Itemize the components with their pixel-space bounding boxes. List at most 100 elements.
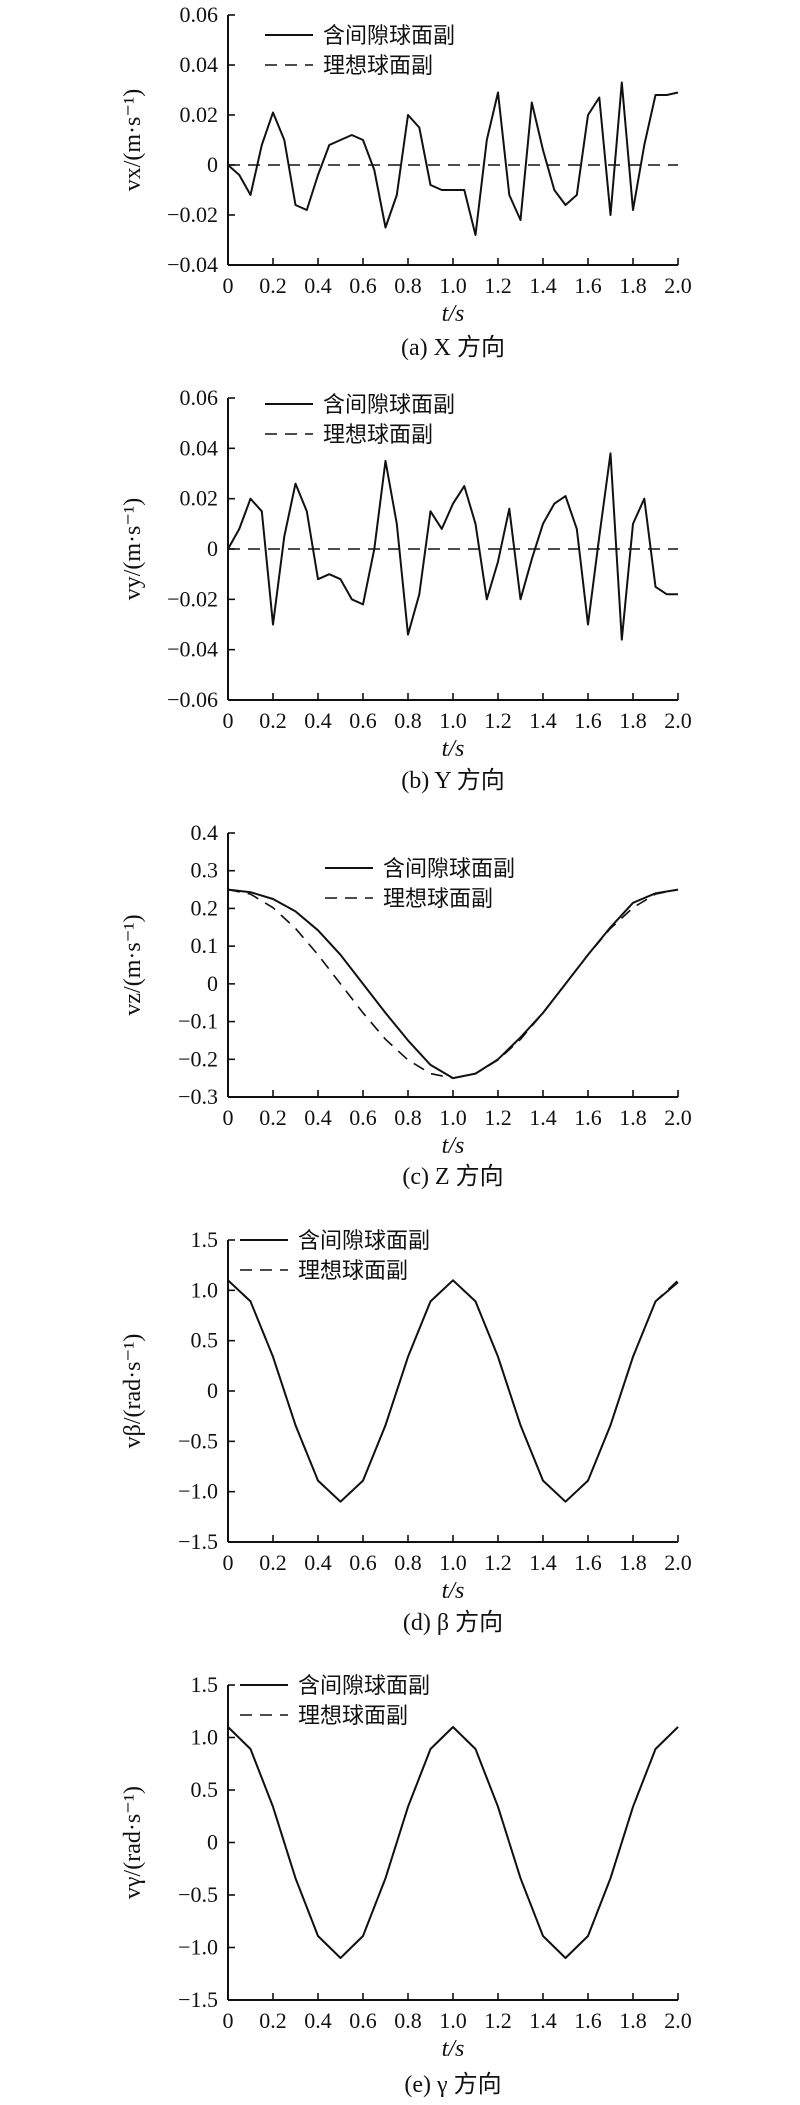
legend-label: 含间隙球面副 (323, 393, 455, 418)
y-tick-label: 0 (207, 1830, 218, 1855)
series-clearance-line (227, 81, 679, 236)
x-tick-label: 2.0 (664, 273, 692, 298)
x-tick-label: 1.4 (529, 2008, 557, 2033)
series-clearance-line (227, 1726, 679, 1959)
x-tick-label: 0.6 (349, 273, 377, 298)
x-tick-label: 1.2 (484, 2008, 512, 2033)
y-tick-label: −0.5 (178, 1882, 218, 1907)
series-ideal-line (227, 888, 679, 1079)
legend-label: 理想球面副 (298, 1259, 408, 1284)
x-tick-label: 0 (223, 1105, 234, 1130)
x-tick-label: 0.8 (394, 708, 422, 733)
x-tick-label: 0.4 (304, 1550, 332, 1575)
y-tick-label: −1.5 (178, 1987, 218, 2012)
x-tick-label: 0.8 (394, 1105, 422, 1130)
y-tick-label: −1.0 (178, 1479, 218, 1504)
x-tick-label: 1.8 (619, 2008, 647, 2033)
x-tick-label: 1.8 (619, 1105, 647, 1130)
panel-caption: (c) Z 方向 (402, 1163, 503, 1190)
y-tick-label: 0.1 (191, 933, 219, 958)
legend-label: 含间隙球面副 (323, 24, 455, 49)
y-tick-label: −1.5 (178, 1529, 218, 1554)
series-clearance-line (227, 452, 678, 641)
legend-label: 理想球面副 (383, 887, 493, 912)
y-tick-label: 0 (207, 152, 218, 177)
x-tick-label: 1.4 (529, 273, 557, 298)
x-tick-label: 1.0 (439, 1550, 467, 1575)
y-tick-label: 0.06 (180, 385, 219, 410)
x-tick-label: 0 (223, 2008, 234, 2033)
y-tick-label: 0 (207, 971, 218, 996)
y-tick-label: 0.04 (180, 435, 219, 460)
x-tick-label: 1.4 (529, 1550, 557, 1575)
y-tick-label: −0.04 (167, 637, 218, 662)
x-tick-label: 1.8 (619, 1550, 647, 1575)
chart-panel-4: −1.5 −1.0 −0.5 0 0.5 1.0 1.5 0 0.2 0.4 0.6 0.8 1.0 1.… (120, 1227, 692, 1636)
x-tick-label: 1.6 (574, 1550, 602, 1575)
x-tick-label: 0.2 (259, 2008, 287, 2033)
y-tick-label: −0.02 (167, 202, 218, 227)
series-clearance-line (227, 1279, 679, 1503)
legend-label: 含间隙球面副 (383, 857, 515, 882)
x-tick-label: 1.0 (439, 1105, 467, 1130)
x-tick-label: 1.2 (484, 1550, 512, 1575)
x-tick-label: 0.8 (394, 273, 422, 298)
x-tick-label: 0 (223, 1550, 234, 1575)
x-axis-title: t/s (442, 1133, 465, 1159)
x-tick-label: 0.6 (349, 1105, 377, 1130)
x-tick-label: 1.4 (529, 1105, 557, 1130)
x-axis-title: t/s (442, 736, 465, 762)
x-tick-label: 0.4 (304, 1105, 332, 1130)
chart-panel-2: −0.06 −0.04 −0.02 0 0.02 0.04 0.06 0 0.2 0.4 0.6 0.… (120, 385, 692, 794)
x-tick-label: 2.0 (664, 1550, 692, 1575)
legend-label: 含间隙球面副 (298, 1674, 430, 1699)
x-tick-label: 2.0 (664, 1105, 692, 1130)
y-axis-title: vy/(m·s⁻¹) (120, 498, 146, 601)
x-tick-label: 1.0 (439, 708, 467, 733)
x-tick-label: 1.8 (619, 273, 647, 298)
series-ideal-line (227, 1279, 679, 1503)
x-tick-label: 0.2 (259, 273, 287, 298)
x-tick-label: 2.0 (664, 708, 692, 733)
x-tick-label: 0 (223, 708, 234, 733)
panel-caption: (b) Y 方向 (401, 767, 505, 794)
y-axis-title: vβ/(rad·s⁻¹) (120, 1334, 146, 1449)
y-tick-label: 1.0 (191, 1725, 219, 1750)
x-tick-label: 0.4 (304, 708, 332, 733)
y-tick-label: 0.4 (191, 820, 219, 845)
x-tick-label: 0.2 (259, 708, 287, 733)
series-ideal-line (227, 1725, 679, 1960)
y-tick-label: −0.04 (167, 252, 218, 277)
chart-panel-3: −0.3 −0.2 −0.1 0 0.1 0.2 0.3 0.4 0 0.2 0.4 0.6 0.8 1.… (120, 820, 692, 1190)
x-tick-label: 1.2 (484, 273, 512, 298)
y-axis-title: vx/(m·s⁻¹) (120, 89, 146, 192)
x-tick-label: 0.6 (349, 708, 377, 733)
chart-panel-1: −0.04 −0.02 0 0.02 0.04 0.06 0 0.2 0.4 0.6 0.8 1.0 1… (120, 2, 692, 361)
x-axis-title: t/s (442, 2036, 465, 2062)
panel-caption: (a) X 方向 (401, 334, 505, 361)
y-tick-label: 0.02 (180, 486, 219, 511)
x-tick-label: 1.0 (439, 273, 467, 298)
y-tick-label: −0.3 (178, 1084, 218, 1109)
y-tick-label: 1.0 (191, 1277, 219, 1302)
y-tick-label: −1.0 (178, 1935, 218, 1960)
x-axis-title: t/s (442, 1578, 465, 1604)
y-tick-label: 0.04 (180, 52, 219, 77)
x-tick-label: 0.6 (349, 2008, 377, 2033)
y-tick-label: −0.2 (178, 1046, 218, 1071)
panel-caption: (d) β 方向 (403, 1609, 503, 1636)
x-tick-label: 1.0 (439, 2008, 467, 2033)
x-tick-label: 0.6 (349, 1550, 377, 1575)
x-tick-label: 1.2 (484, 708, 512, 733)
legend-label: 含间隙球面副 (298, 1229, 430, 1254)
x-tick-label: 1.6 (574, 1105, 602, 1130)
y-tick-label: 0 (207, 1378, 218, 1403)
legend-label: 理想球面副 (298, 1704, 408, 1729)
y-tick-label: −0.02 (167, 586, 218, 611)
legend-label: 理想球面副 (323, 423, 433, 448)
x-tick-label: 0.8 (394, 1550, 422, 1575)
